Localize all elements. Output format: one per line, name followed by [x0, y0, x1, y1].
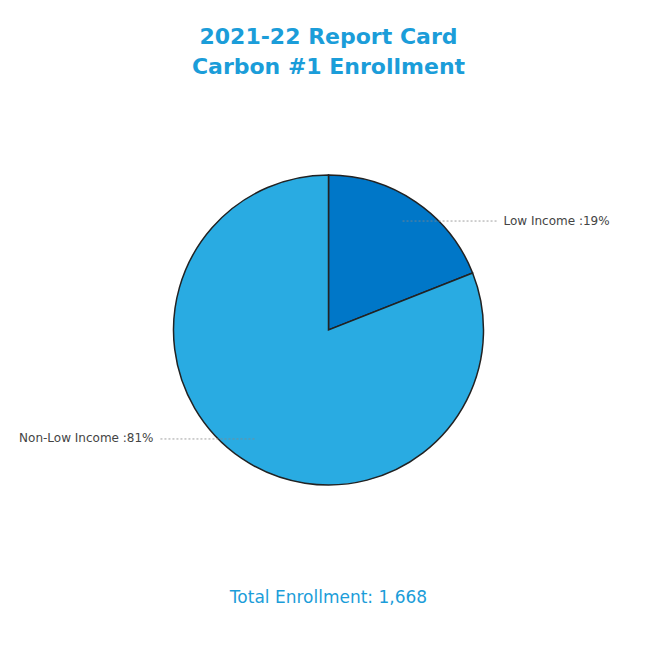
pie	[173, 175, 483, 485]
footer: Total Enrollment: 1,668	[229, 587, 427, 607]
connector	[403, 221, 499, 222]
data-label: Non-Low Income :81%	[19, 431, 153, 445]
chart: 2021-22 Report Card Carbon #1 Enrollment T…	[0, 0, 657, 648]
subtitle: Carbon #1 Enrollment	[192, 54, 466, 79]
slice	[173, 175, 483, 485]
connector	[159, 438, 255, 439]
labels: Low Income :19% Non-Low Income :81%	[19, 214, 610, 446]
data-label: Low Income :19%	[504, 214, 610, 228]
title: 2021-22 Report Card	[200, 24, 458, 49]
